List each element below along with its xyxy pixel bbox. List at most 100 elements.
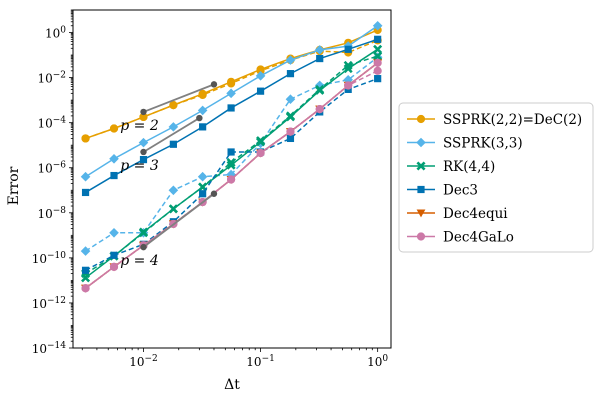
legend-entry: Dec4GaLo (407, 230, 514, 246)
solid-point (109, 262, 119, 271)
solid-point (109, 124, 119, 133)
dashed-point (285, 94, 296, 105)
x-axis-ticks: 10−2 10−1 100 (81, 348, 388, 369)
solid-point (343, 64, 353, 74)
dashed-point (226, 158, 236, 168)
x-tick-label: 10−2 (129, 354, 158, 369)
legend-entry: RK(4,4) (407, 159, 495, 175)
series-ssprk-3-3- (80, 20, 383, 256)
x-tick-label: 10−1 (246, 354, 275, 369)
solid-point (285, 112, 295, 122)
solid-point (168, 204, 178, 214)
reference-endpoint (140, 108, 147, 116)
solid-point (198, 89, 207, 98)
y-axis-ticks: 100 10−2 10−4 10−6 10−8 10−10 10−12 10−14 (32, 9, 73, 356)
solid-point (373, 58, 382, 67)
reference-slope-2: p = 2 (120, 81, 218, 134)
solid-point (256, 137, 266, 147)
solid-point (227, 104, 235, 112)
solid-point (314, 45, 325, 55)
dashed-point (373, 51, 383, 61)
dashed-point (80, 246, 91, 256)
legend-label: Dec3 (443, 183, 478, 199)
dashed-point (199, 190, 207, 198)
solid-point (226, 160, 236, 170)
dashed-point (109, 227, 119, 238)
solid-point (226, 88, 236, 99)
legend-label: RK(4,4) (443, 159, 495, 175)
x-tick-label: 100 (367, 354, 388, 369)
reference-endpoint (210, 81, 218, 88)
solid-point (256, 87, 265, 95)
solid-point (169, 140, 177, 148)
solid-point (315, 105, 324, 114)
plot-area: 10−2 10−1 100 100 10−2 10−4 10−6 10−8 10−10 10−12… (32, 9, 392, 369)
y-axis-title: Error (6, 166, 22, 205)
solid-point (226, 77, 236, 86)
solid-point (197, 105, 208, 116)
y-tick-label: 10−14 (32, 341, 67, 356)
dashed-point (286, 134, 295, 143)
y-tick-label: 100 (45, 26, 66, 41)
solid-point (169, 101, 178, 110)
reference-endpoint (140, 148, 147, 156)
series-dec3 (81, 35, 382, 274)
x-axis-title: Δt (224, 377, 240, 393)
reference-slope-3: p = 3 (120, 114, 203, 174)
solid-point (256, 148, 265, 158)
legend-entry: SSPRK(2,2)=DeC(2) (407, 112, 582, 128)
legend-label: SSPRK(3,3) (443, 136, 523, 152)
legend-entry: SSPRK(3,3) (407, 136, 523, 152)
solid-point (372, 20, 383, 31)
solid-point (138, 137, 149, 148)
solid-point (286, 70, 295, 78)
solid-point (110, 171, 118, 180)
legend-marker (416, 161, 426, 171)
dashed-point (197, 171, 208, 182)
plot-frame (72, 9, 392, 349)
dashed-point (110, 251, 118, 259)
legend-marker (416, 114, 426, 124)
svg-text:Error: Error (6, 166, 22, 205)
legend-label: SSPRK(2,2)=DeC(2) (443, 112, 582, 128)
legend-entry: Dec3 (407, 183, 478, 199)
dashed-point (168, 185, 179, 196)
legend-marker (417, 185, 425, 194)
solid-point (81, 134, 90, 143)
solid-point (138, 227, 149, 237)
solid-point (80, 171, 91, 182)
solid-point (344, 81, 353, 90)
solid-point (226, 175, 236, 184)
solid-point (81, 273, 91, 283)
solid-point (139, 155, 148, 164)
solid-point (255, 71, 266, 81)
solid-point (374, 35, 382, 43)
legend-label: Dec4equi (443, 206, 508, 222)
legend-entry: Dec4equi (407, 206, 508, 222)
y-tick-label: 10−8 (37, 206, 66, 221)
reference-label: p = 2 (120, 118, 159, 134)
reference-line (143, 83, 215, 113)
solid-point (316, 54, 324, 63)
dashed-point (227, 148, 235, 156)
legend-marker (416, 209, 426, 218)
y-tick-label: 10−4 (37, 116, 66, 131)
reference-endpoint (196, 114, 203, 122)
y-tick-label: 10−6 (37, 161, 66, 176)
legend-box (398, 102, 594, 253)
reference-slope-4: p = 4 (120, 190, 218, 269)
reference-line (142, 193, 215, 248)
reference-label: p = 3 (120, 158, 159, 174)
dashed-point (81, 266, 90, 274)
y-tick-label: 10−12 (32, 296, 66, 311)
solid-point (285, 55, 296, 65)
dashed-point (373, 66, 382, 75)
reference-endpoint (140, 243, 147, 251)
solid-point (344, 45, 352, 53)
reference-label: p = 4 (120, 253, 159, 269)
dashed-point (374, 75, 382, 83)
legend-marker (416, 232, 426, 241)
solid-point (373, 44, 383, 54)
reference-endpoint (210, 190, 218, 197)
